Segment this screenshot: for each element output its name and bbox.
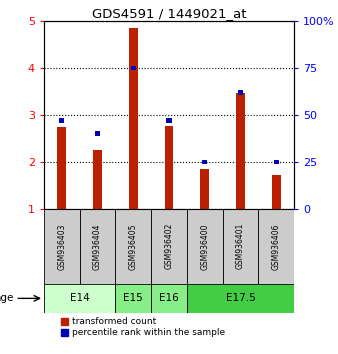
Bar <box>93 150 102 209</box>
Bar <box>202 160 208 164</box>
Text: age: age <box>0 293 14 303</box>
Bar <box>130 66 136 70</box>
Text: E17.5: E17.5 <box>225 293 255 303</box>
FancyBboxPatch shape <box>187 209 223 284</box>
Text: E14: E14 <box>70 293 90 303</box>
FancyBboxPatch shape <box>223 209 258 284</box>
FancyBboxPatch shape <box>80 209 115 284</box>
Text: GSM936403: GSM936403 <box>57 223 66 269</box>
Text: E15: E15 <box>123 293 143 303</box>
FancyBboxPatch shape <box>258 209 294 284</box>
FancyBboxPatch shape <box>44 209 80 284</box>
Text: GSM936405: GSM936405 <box>129 223 138 269</box>
Text: GSM936406: GSM936406 <box>272 223 281 269</box>
Bar <box>238 90 243 95</box>
Text: GSM936401: GSM936401 <box>236 223 245 269</box>
Bar <box>166 118 172 123</box>
Bar <box>273 160 279 164</box>
Bar <box>59 118 65 123</box>
Bar <box>165 126 173 209</box>
FancyBboxPatch shape <box>115 209 151 284</box>
FancyBboxPatch shape <box>151 209 187 284</box>
Bar <box>95 131 100 136</box>
FancyBboxPatch shape <box>44 284 115 313</box>
Bar <box>129 28 138 209</box>
FancyBboxPatch shape <box>151 284 187 313</box>
Text: E16: E16 <box>159 293 179 303</box>
Bar <box>57 127 66 209</box>
Text: GSM936402: GSM936402 <box>165 223 173 269</box>
Legend: transformed count, percentile rank within the sample: transformed count, percentile rank withi… <box>61 318 225 337</box>
FancyBboxPatch shape <box>187 284 294 313</box>
Bar <box>200 169 209 209</box>
Text: GSM936404: GSM936404 <box>93 223 102 269</box>
Title: GDS4591 / 1449021_at: GDS4591 / 1449021_at <box>92 7 246 20</box>
Text: GSM936400: GSM936400 <box>200 223 209 269</box>
Bar <box>272 175 281 209</box>
Bar <box>236 93 245 209</box>
FancyBboxPatch shape <box>115 284 151 313</box>
